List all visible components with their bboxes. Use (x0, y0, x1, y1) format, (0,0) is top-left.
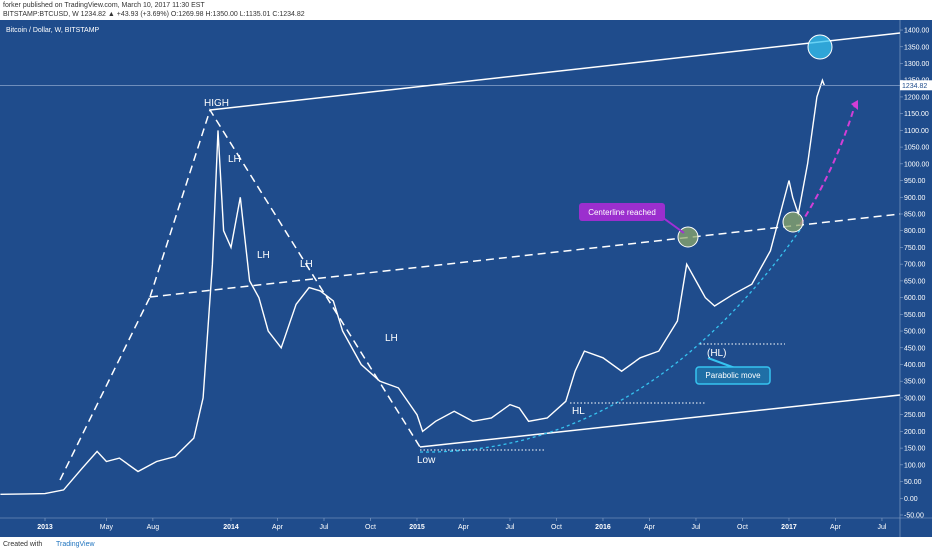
callout-text: Parabolic move (705, 371, 761, 380)
dashed-leg (149, 108, 421, 448)
publisher: forker published on TradingView.com, Mar… (3, 2, 205, 9)
y-tick-label: -50.00 (904, 512, 924, 519)
y-tick-label: 700.00 (904, 262, 926, 269)
callout-box (695, 366, 771, 385)
y-tick-label: 0.00 (904, 496, 918, 503)
x-tick-label: Oct (551, 524, 562, 531)
lower-trendline (419, 394, 901, 448)
callout-text: Centerline reached (588, 208, 656, 217)
footer-brand[interactable]: TradingView (56, 541, 95, 548)
y-tick-label: 1150.00 (904, 111, 929, 118)
x-tick-label: Apr (644, 524, 656, 531)
y-tick-label: 900.00 (904, 195, 926, 202)
x-tick-label: Oct (737, 524, 748, 531)
last-price-box (900, 80, 932, 91)
y-tick-label: 550.00 (904, 312, 926, 319)
parabolic-curve (419, 229, 801, 453)
annotation: HIGH (204, 98, 229, 109)
projection (799, 104, 856, 226)
y-tick-label: 1400.00 (904, 28, 929, 35)
y-tick-label: 250.00 (904, 412, 926, 419)
x-tick-label: Jul (506, 524, 515, 531)
y-tick-label: 850.00 (904, 211, 926, 218)
x-tick-label: Jul (320, 524, 329, 531)
footer-bg (0, 537, 932, 550)
y-tick-label: 1000.00 (904, 161, 929, 168)
x-tick-label: 2017 (781, 524, 797, 531)
annotation: LH (300, 259, 313, 270)
upper-trendline (209, 32, 901, 111)
highlight-circle (807, 34, 833, 60)
x-tick-label: Jul (691, 524, 700, 531)
callout-box (579, 203, 665, 221)
plot-layer: -50.00 0.00 50.00 100.00 150.00 200.00 250.00 3… (0, 28, 932, 531)
y-tick-label: 400.00 (904, 362, 926, 369)
y-tick-label: 1200.00 (904, 94, 929, 101)
x-tick-label: Oct (365, 524, 376, 531)
x-tick-label: Apr (830, 524, 842, 531)
annotation: (HL) (707, 348, 726, 359)
annotation: HL (572, 406, 585, 417)
y-tick-label: 1100.00 (904, 128, 929, 135)
y-tick-label: 200.00 (904, 429, 926, 436)
y-tick-label: 50.00 (904, 479, 922, 486)
x-tick-label: May (100, 524, 114, 531)
x-tick-label: Apr (272, 524, 284, 531)
x-tick-label: Jul (877, 524, 886, 531)
annotation: Low (417, 455, 436, 466)
y-tick-label: 450.00 (904, 345, 926, 352)
y-tick-label: 350.00 (904, 379, 926, 386)
y-tick-label: 500.00 (904, 329, 926, 336)
y-tick-label: 750.00 (904, 245, 926, 252)
x-tick-label: Apr (458, 524, 470, 531)
x-tick-label: Aug (147, 524, 160, 531)
annotation: LH (257, 250, 270, 261)
y-tick-label: 100.00 (904, 462, 926, 469)
y-tick-label: 800.00 (904, 228, 926, 235)
centerline (149, 213, 901, 298)
dashed-leg (59, 296, 151, 481)
x-tick-label: 2013 (37, 524, 53, 531)
last-price-label: 1234.82 (902, 83, 927, 90)
highlight-circle (782, 211, 804, 233)
y-tick-label: 1350.00 (904, 44, 929, 51)
x-tick-label: 2015 (409, 524, 425, 531)
y-tick-label: 950.00 (904, 178, 926, 185)
chart-title: Bitcoin / Dollar, W, BITSTAMP (6, 27, 100, 34)
symbol-line: BITSTAMP:BTCUSD, W 1234.82 ▲ +43.93 (+3.… (3, 11, 305, 18)
x-tick-label: 2016 (595, 524, 611, 531)
y-tick-label: 1300.00 (904, 61, 929, 68)
arrow-head (851, 100, 858, 110)
plot-bg (0, 20, 932, 537)
y-tick-label: 150.00 (904, 446, 926, 453)
x-tick-label: 2014 (223, 524, 239, 531)
drawings (59, 32, 901, 481)
price-line (0, 78, 825, 495)
y-tick-label: 1050.00 (904, 145, 929, 152)
y-tick-label: 600.00 (904, 295, 926, 302)
y-tick-label: 650.00 (904, 278, 926, 285)
annotation: LH (228, 154, 241, 165)
y-tick-label: 300.00 (904, 395, 926, 402)
footer-text: Created with (3, 541, 42, 548)
annotation: LH (385, 333, 398, 344)
